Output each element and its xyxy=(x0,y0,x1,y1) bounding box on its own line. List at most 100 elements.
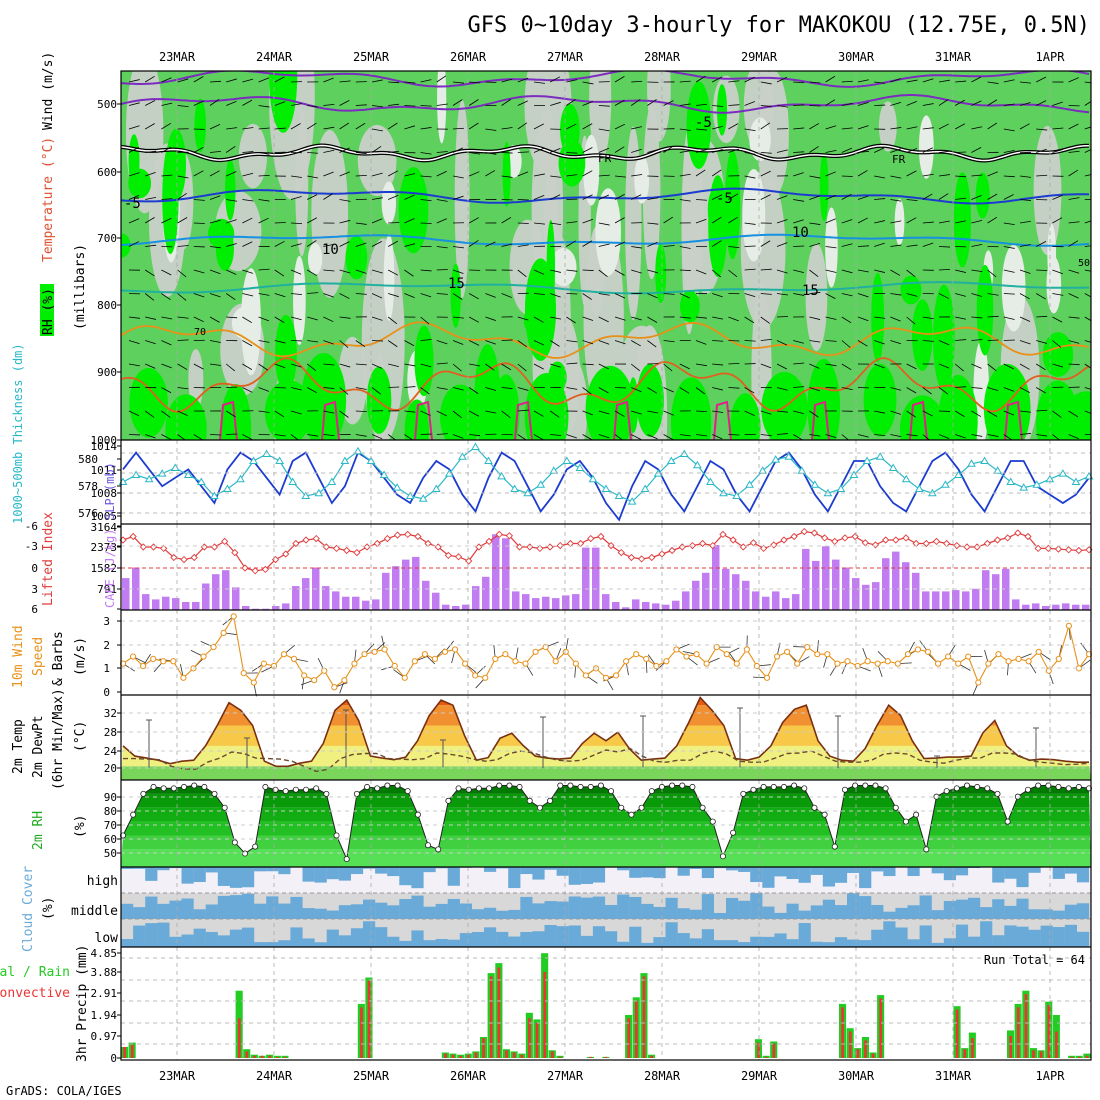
wind-barb xyxy=(290,103,302,106)
cape-bar xyxy=(342,596,350,610)
precip-convective-bar xyxy=(543,972,547,1058)
cloud-mid-bar xyxy=(326,910,339,919)
wind-speed-marker xyxy=(733,660,740,667)
wind-speed-marker xyxy=(914,646,922,653)
rh-marker xyxy=(150,783,157,790)
cape-bar xyxy=(402,559,410,610)
date-label-top: 29MAR xyxy=(741,50,778,64)
wind-barb xyxy=(307,340,319,343)
wind-barb xyxy=(825,316,837,320)
wind-barb xyxy=(566,221,578,224)
temp-band xyxy=(121,766,1091,780)
wind-barb xyxy=(582,123,593,130)
wind-barb xyxy=(1052,149,1064,153)
wind-barb xyxy=(404,386,416,388)
dewpoint-line xyxy=(123,747,1090,773)
date-label-bottom: 23MAR xyxy=(159,1069,196,1083)
wind-barb xyxy=(1036,269,1048,271)
wind-speed-marker xyxy=(250,679,257,686)
wind-barb xyxy=(631,269,642,274)
wind-barb xyxy=(1052,434,1061,440)
wind-barb xyxy=(857,195,869,200)
wind-barb xyxy=(242,340,253,347)
cape-bar xyxy=(152,599,160,610)
rh-dry-region xyxy=(681,125,697,335)
cloud-mid-bar xyxy=(133,907,146,919)
wind-barb xyxy=(290,196,302,200)
cloud-low-bar xyxy=(847,939,860,947)
rh-moist-low xyxy=(730,393,761,440)
cloud-high-bar xyxy=(774,867,787,877)
wind-barb xyxy=(452,81,464,84)
wind-barb xyxy=(388,363,399,368)
wind-barb xyxy=(890,293,902,296)
cloud-high-bar xyxy=(822,867,835,887)
wind-barb xyxy=(1003,410,1015,416)
rh-band xyxy=(121,785,1091,794)
wind-barb xyxy=(469,171,480,177)
wind-barb xyxy=(1068,410,1079,418)
wind-barb xyxy=(857,125,869,130)
wind-barb xyxy=(647,149,659,153)
wind-speed-marker xyxy=(814,651,821,658)
wind-speed-marker xyxy=(522,660,529,667)
thickness-marker xyxy=(314,488,324,497)
li-marker xyxy=(495,530,503,539)
tick-label: 70 xyxy=(104,819,117,832)
wind-barb xyxy=(485,170,496,177)
wind-barb xyxy=(371,387,381,395)
cape-bar xyxy=(192,602,200,610)
date-label-top: 26MAR xyxy=(450,50,487,64)
rh-legend-swatch xyxy=(40,284,54,336)
cloud-mid-bar xyxy=(157,903,170,919)
cloud-low-bar xyxy=(338,935,351,947)
thickness-marker xyxy=(627,497,637,505)
wind-barb xyxy=(209,363,221,366)
wind-speed-marker xyxy=(1035,648,1042,655)
cloud-high-bar xyxy=(302,867,315,882)
wind-barb xyxy=(1019,199,1031,201)
contour-label-10-a: 10 xyxy=(322,242,339,258)
wind-barb xyxy=(954,363,964,372)
cloud-low-bar xyxy=(943,938,956,947)
wind-barb xyxy=(857,245,870,247)
cape-bar xyxy=(942,591,950,610)
rh-band xyxy=(121,807,1091,822)
wind-speed-marker xyxy=(894,660,901,667)
wind-barb xyxy=(825,125,837,130)
precip-convective-bar xyxy=(1085,1055,1089,1058)
wind-barb xyxy=(258,316,270,322)
rh-marker xyxy=(913,811,920,818)
wind-barb xyxy=(776,433,788,435)
rh-marker xyxy=(262,783,269,790)
contour-30 xyxy=(514,400,533,440)
rh-very-dry-region xyxy=(894,198,905,246)
rh-marker xyxy=(211,790,218,797)
rh-marker xyxy=(404,788,411,795)
date-label-bottom: 25MAR xyxy=(353,1069,390,1083)
thickness-marker xyxy=(471,442,480,450)
cloud-low-bar xyxy=(798,923,811,947)
wind-barb xyxy=(290,123,301,130)
precip-convective-bar xyxy=(268,1055,272,1058)
cloud-low-bar xyxy=(302,938,315,947)
wind-barb xyxy=(679,269,691,271)
thickness-marker xyxy=(901,474,911,483)
wind-barb xyxy=(355,174,367,177)
rh-marker xyxy=(750,786,757,793)
cloud-high-bar xyxy=(278,867,291,875)
wind-barb xyxy=(728,104,740,106)
rh-moist-low xyxy=(670,377,712,440)
wind-barb xyxy=(728,216,738,224)
wind-barb xyxy=(890,78,901,83)
cloud-mid-bar xyxy=(193,909,206,919)
tick-label: 1014 xyxy=(91,440,118,453)
wind-barb xyxy=(1084,149,1091,153)
wind-barb xyxy=(290,175,302,178)
wind-barb xyxy=(371,128,383,132)
precip-convective-bar xyxy=(276,1056,279,1058)
wind-barb xyxy=(566,387,578,390)
rh-marker xyxy=(801,785,808,792)
wind-barb xyxy=(793,81,805,84)
